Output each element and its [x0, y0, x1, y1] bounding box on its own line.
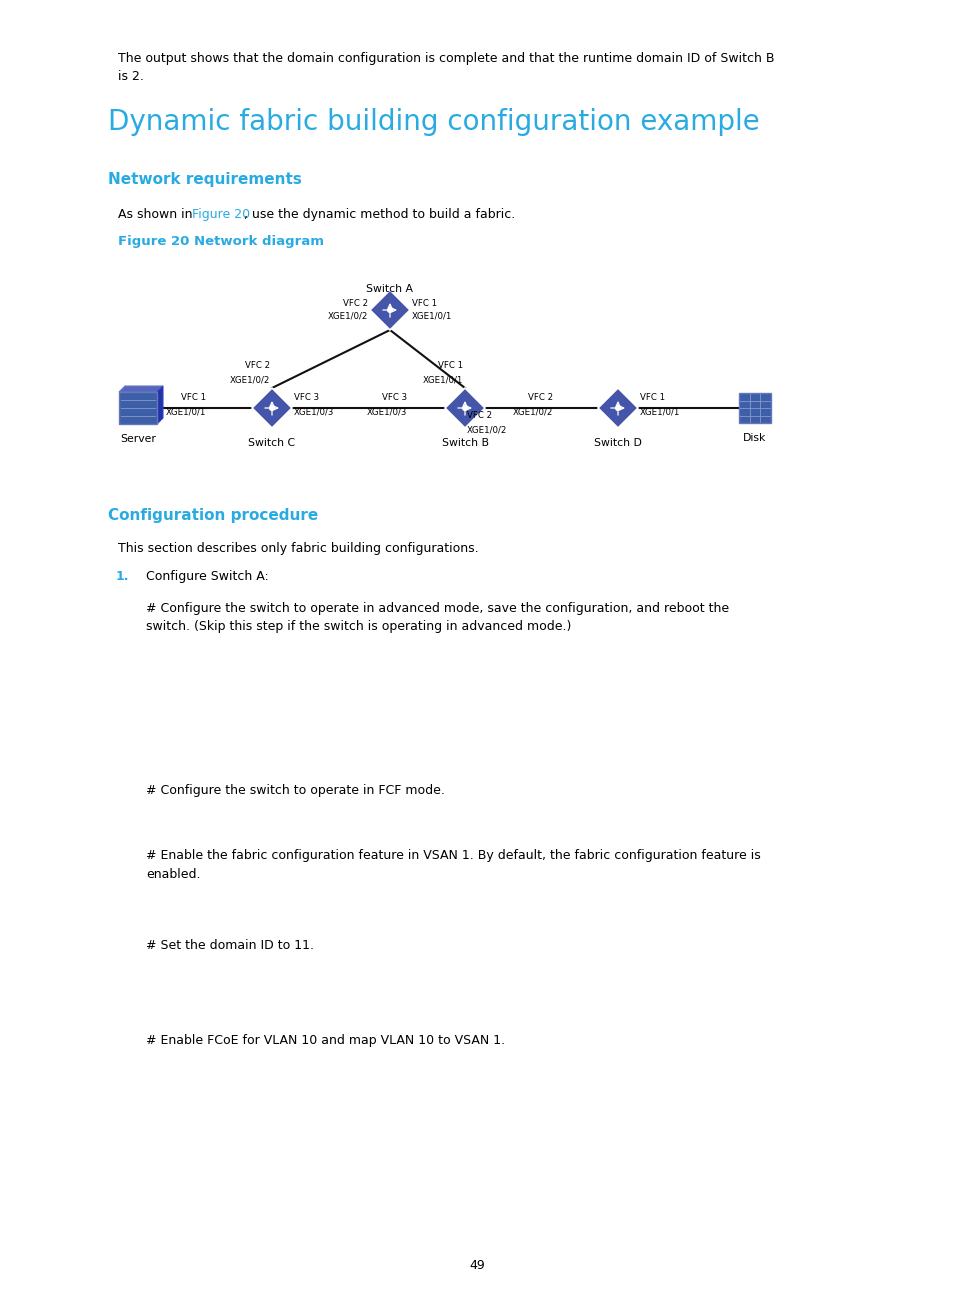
- Text: XGE1/0/2: XGE1/0/2: [467, 425, 507, 434]
- Text: XGE1/0/2: XGE1/0/2: [512, 407, 553, 416]
- Circle shape: [387, 307, 392, 312]
- Text: XGE1/0/2: XGE1/0/2: [230, 376, 270, 385]
- Text: Switch A: Switch A: [366, 284, 413, 294]
- Text: XGE1/0/2: XGE1/0/2: [327, 311, 368, 320]
- Polygon shape: [119, 386, 163, 391]
- Text: 1.: 1.: [116, 570, 130, 583]
- Text: VFC 3: VFC 3: [381, 394, 407, 403]
- Text: Dynamic fabric building configuration example: Dynamic fabric building configuration ex…: [108, 108, 759, 136]
- Text: # Configure the switch to operate in FCF mode.: # Configure the switch to operate in FCF…: [146, 784, 444, 797]
- Text: VFC 1: VFC 1: [412, 298, 436, 307]
- FancyBboxPatch shape: [119, 391, 157, 424]
- Text: VFC 2: VFC 2: [527, 394, 553, 403]
- Text: Switch B: Switch B: [441, 438, 488, 448]
- Circle shape: [462, 406, 467, 411]
- Polygon shape: [252, 388, 292, 428]
- Polygon shape: [444, 388, 484, 428]
- Text: # Enable FCoE for VLAN 10 and map VLAN 10 to VSAN 1.: # Enable FCoE for VLAN 10 and map VLAN 1…: [146, 1034, 504, 1047]
- Text: Figure 20: Figure 20: [192, 207, 250, 222]
- Text: This section describes only fabric building configurations.: This section describes only fabric build…: [118, 542, 478, 555]
- Text: Network requirements: Network requirements: [108, 172, 301, 187]
- Text: switch. (Skip this step if the switch is operating in advanced mode.): switch. (Skip this step if the switch is…: [146, 621, 571, 634]
- Text: The output shows that the domain configuration is complete and that the runtime : The output shows that the domain configu…: [118, 52, 774, 65]
- Text: VFC 1: VFC 1: [181, 394, 206, 403]
- Text: Figure 20 Network diagram: Figure 20 Network diagram: [118, 235, 324, 248]
- Polygon shape: [370, 290, 410, 330]
- FancyBboxPatch shape: [739, 393, 770, 422]
- Text: XGE1/0/1: XGE1/0/1: [422, 376, 462, 385]
- Text: Switch D: Switch D: [594, 438, 641, 448]
- Text: # Enable the fabric configuration feature in VSAN 1. By default, the fabric conf: # Enable the fabric configuration featur…: [146, 849, 760, 862]
- Circle shape: [270, 406, 274, 411]
- Text: VFC 1: VFC 1: [639, 394, 664, 403]
- Text: Disk: Disk: [742, 433, 766, 443]
- Text: VFC 2: VFC 2: [467, 412, 492, 420]
- Text: XGE1/0/1: XGE1/0/1: [412, 311, 452, 320]
- Text: Configure Switch A:: Configure Switch A:: [146, 570, 269, 583]
- Text: VFC 2: VFC 2: [245, 362, 270, 371]
- Text: XGE1/0/1: XGE1/0/1: [166, 407, 206, 416]
- Text: , use the dynamic method to build a fabric.: , use the dynamic method to build a fabr…: [243, 207, 515, 222]
- Text: Server: Server: [120, 434, 155, 445]
- Text: VFC 3: VFC 3: [294, 394, 319, 403]
- Text: is 2.: is 2.: [118, 70, 144, 83]
- Text: VFC 1: VFC 1: [437, 362, 462, 371]
- Text: 49: 49: [469, 1258, 484, 1271]
- Text: enabled.: enabled.: [146, 867, 200, 880]
- Text: XGE1/0/1: XGE1/0/1: [639, 407, 679, 416]
- Text: # Set the domain ID to 11.: # Set the domain ID to 11.: [146, 940, 314, 953]
- Text: XGE1/0/3: XGE1/0/3: [294, 407, 334, 416]
- Polygon shape: [598, 388, 638, 428]
- Text: VFC 2: VFC 2: [342, 298, 368, 307]
- Text: Switch C: Switch C: [248, 438, 295, 448]
- Text: Configuration procedure: Configuration procedure: [108, 508, 318, 524]
- Polygon shape: [157, 386, 163, 424]
- Circle shape: [615, 406, 619, 411]
- Text: As shown in: As shown in: [118, 207, 196, 222]
- Text: # Configure the switch to operate in advanced mode, save the configuration, and : # Configure the switch to operate in adv…: [146, 603, 728, 616]
- Text: XGE1/0/3: XGE1/0/3: [366, 407, 407, 416]
